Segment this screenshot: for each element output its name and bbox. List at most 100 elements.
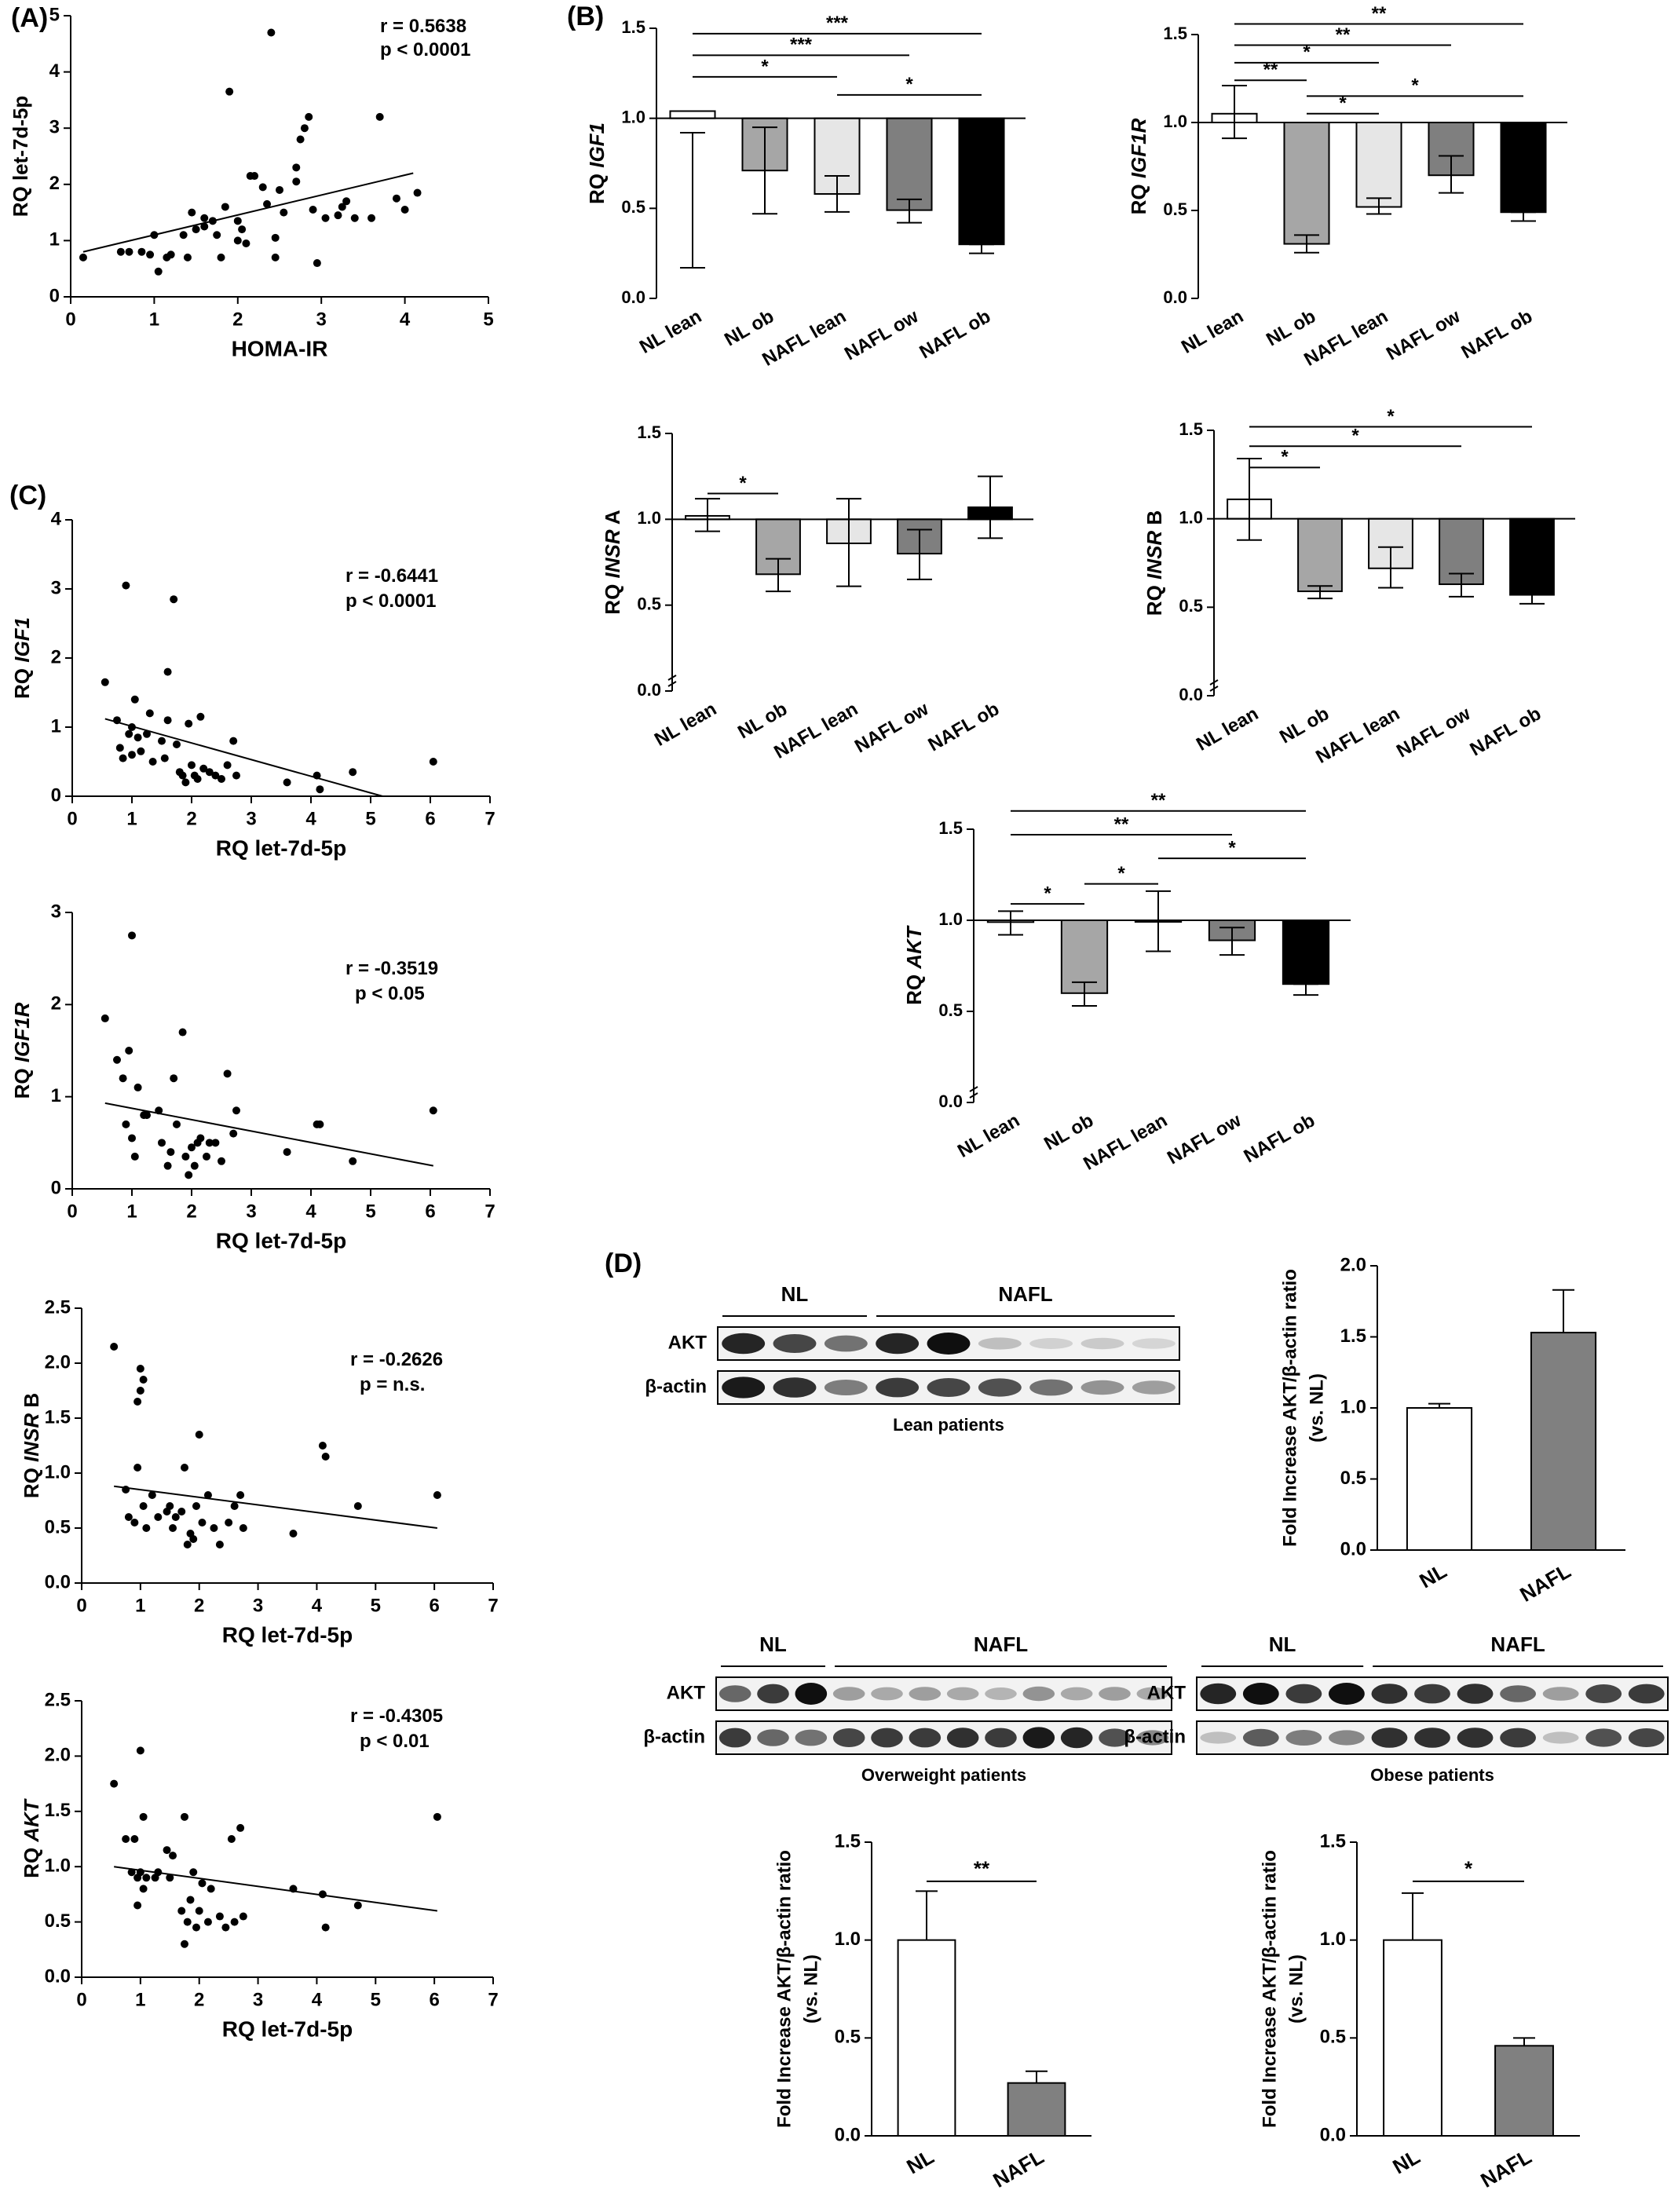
c4-x-tick-label: 4 bbox=[312, 1989, 323, 2010]
b5-category-label: NAFL lean bbox=[1080, 1110, 1171, 1175]
a-x-tick-label: 5 bbox=[483, 309, 493, 330]
c1-data-point bbox=[185, 719, 193, 728]
d3-y-tick-label: 0.0 bbox=[1320, 2124, 1346, 2145]
b3-category-label: NL lean bbox=[651, 698, 720, 751]
c2-x-tick-label: 0 bbox=[67, 1201, 77, 1222]
b2-category-label: NAFL ow bbox=[1383, 305, 1464, 364]
d1-y-tick-label: 0.5 bbox=[1340, 1468, 1366, 1489]
d1-y-tick-label: 2.0 bbox=[1340, 1254, 1366, 1275]
c2-data-point bbox=[163, 1161, 172, 1170]
c4-data-point bbox=[186, 1896, 195, 1904]
b2-category-label: NL ob bbox=[1263, 305, 1319, 350]
d3-category-label: NAFL bbox=[1476, 2144, 1535, 2192]
b1-category-label: NL lean bbox=[636, 305, 705, 358]
c3-y-tick-label: 2.5 bbox=[45, 1296, 71, 1318]
c3-data-point bbox=[210, 1524, 218, 1532]
c1-data-point bbox=[163, 667, 172, 676]
blot-obese-band bbox=[1542, 1731, 1579, 1744]
c3-y-tick-label: 0.5 bbox=[45, 1516, 71, 1537]
blot-ow-band bbox=[946, 1687, 979, 1701]
d3-sig-label: * bbox=[1464, 1857, 1473, 1881]
c4-y-tick-label: 2.0 bbox=[45, 1745, 71, 1766]
c4-data-point bbox=[433, 1812, 441, 1821]
a-x-tick-label: 2 bbox=[232, 309, 243, 330]
c4-data-point bbox=[169, 1852, 177, 1860]
b1-y-tick-label: 0.5 bbox=[621, 197, 645, 217]
blot-obese-band bbox=[1414, 1684, 1450, 1704]
d3-bar bbox=[1383, 1939, 1442, 2137]
b1-category-label: NAFL ow bbox=[841, 305, 922, 364]
blot-ow-band bbox=[1060, 1727, 1093, 1749]
blot-ow-band bbox=[718, 1685, 751, 1702]
blot-lean-band bbox=[773, 1334, 817, 1353]
c2-data-point bbox=[158, 1139, 166, 1147]
c3-x-label: RQ let-7d-5p bbox=[222, 1622, 353, 1647]
blot-ow-band bbox=[757, 1729, 789, 1746]
blot-lean-band bbox=[1029, 1338, 1073, 1349]
blot-lean-band bbox=[1080, 1337, 1124, 1350]
c4-data-point bbox=[127, 1868, 136, 1877]
a-data-point bbox=[392, 194, 400, 203]
a-data-point bbox=[292, 163, 301, 172]
c1-data-point bbox=[101, 678, 109, 686]
b2-bar bbox=[1355, 122, 1402, 208]
b3-category-label: NAFL ob bbox=[924, 698, 1003, 755]
c2-x-tick-label: 7 bbox=[484, 1201, 495, 1222]
d3-y-tick-label: 1.5 bbox=[1320, 1830, 1346, 1852]
b5-category-label: NL ob bbox=[1040, 1110, 1097, 1154]
a-data-point bbox=[183, 253, 192, 261]
c1-data-point bbox=[283, 778, 291, 787]
blot-lean-band bbox=[978, 1378, 1022, 1397]
c1-data-point bbox=[163, 716, 172, 725]
blot-ow-band bbox=[871, 1728, 903, 1748]
c3-data-point bbox=[239, 1524, 247, 1532]
blot-lean-band bbox=[1132, 1338, 1176, 1349]
b2-category-label: NL lean bbox=[1178, 305, 1247, 358]
c3-data-point bbox=[154, 1513, 163, 1521]
b4-y-tick-label: 0.0 bbox=[1179, 685, 1203, 704]
blot-obese-band bbox=[1628, 1728, 1665, 1747]
c1-data-point bbox=[119, 754, 127, 762]
blot-ow-band bbox=[1136, 1687, 1169, 1701]
c4-data-point bbox=[198, 1879, 207, 1888]
a-data-point bbox=[125, 247, 133, 256]
c4-x-tick-label: 2 bbox=[194, 1989, 204, 2010]
d2-y-label-unit: (vs. NL) bbox=[800, 1954, 821, 2024]
c1-data-point bbox=[429, 758, 437, 766]
c1-x-tick-label: 0 bbox=[67, 808, 77, 829]
c1-data-point bbox=[218, 775, 225, 783]
blot-ow-band bbox=[757, 1684, 789, 1704]
c3-data-point bbox=[215, 1541, 224, 1548]
c3-y-tick-label: 2.0 bbox=[45, 1351, 71, 1373]
c4-data-point bbox=[181, 1812, 188, 1821]
blot-lean-band bbox=[1132, 1380, 1176, 1395]
a-data-point bbox=[137, 247, 146, 256]
c1-data-point bbox=[316, 785, 324, 794]
b2-y-tick-label: 0.5 bbox=[1163, 199, 1187, 219]
b4-sig-label: * bbox=[1351, 426, 1359, 447]
b5-sig-label: * bbox=[1117, 863, 1125, 884]
c2-y-tick-label: 3 bbox=[51, 901, 61, 922]
a-data-point bbox=[258, 183, 267, 192]
c1-x-tick-label: 4 bbox=[305, 808, 316, 829]
c3-data-point bbox=[133, 1464, 142, 1472]
b4-category-label: NAFL ob bbox=[1466, 703, 1545, 760]
b5-sig-label: ** bbox=[1114, 814, 1129, 835]
blot-obese-band bbox=[1628, 1684, 1665, 1704]
a-y-tick-label: 5 bbox=[49, 4, 60, 25]
blot-lean-group-nl: NL bbox=[781, 1282, 809, 1306]
c4-x-tick-label: 1 bbox=[135, 1989, 145, 2010]
c1-x-tick-label: 3 bbox=[246, 808, 256, 829]
blot-obese-band bbox=[1371, 1684, 1408, 1704]
b4-y-tick-label: 1.5 bbox=[1179, 419, 1203, 439]
c3-data-point bbox=[230, 1502, 239, 1510]
c1-data-point bbox=[128, 723, 136, 731]
blot-obese-band bbox=[1585, 1684, 1622, 1703]
b5-bar bbox=[1060, 920, 1109, 994]
b2-sig-label: * bbox=[1303, 42, 1311, 63]
blot-ow-caption: Overweight patients bbox=[861, 1765, 1026, 1785]
a-data-point bbox=[350, 214, 359, 222]
c1-data-point bbox=[205, 768, 214, 777]
a-data-point bbox=[271, 233, 280, 242]
a-x-tick-label: 4 bbox=[400, 309, 411, 330]
